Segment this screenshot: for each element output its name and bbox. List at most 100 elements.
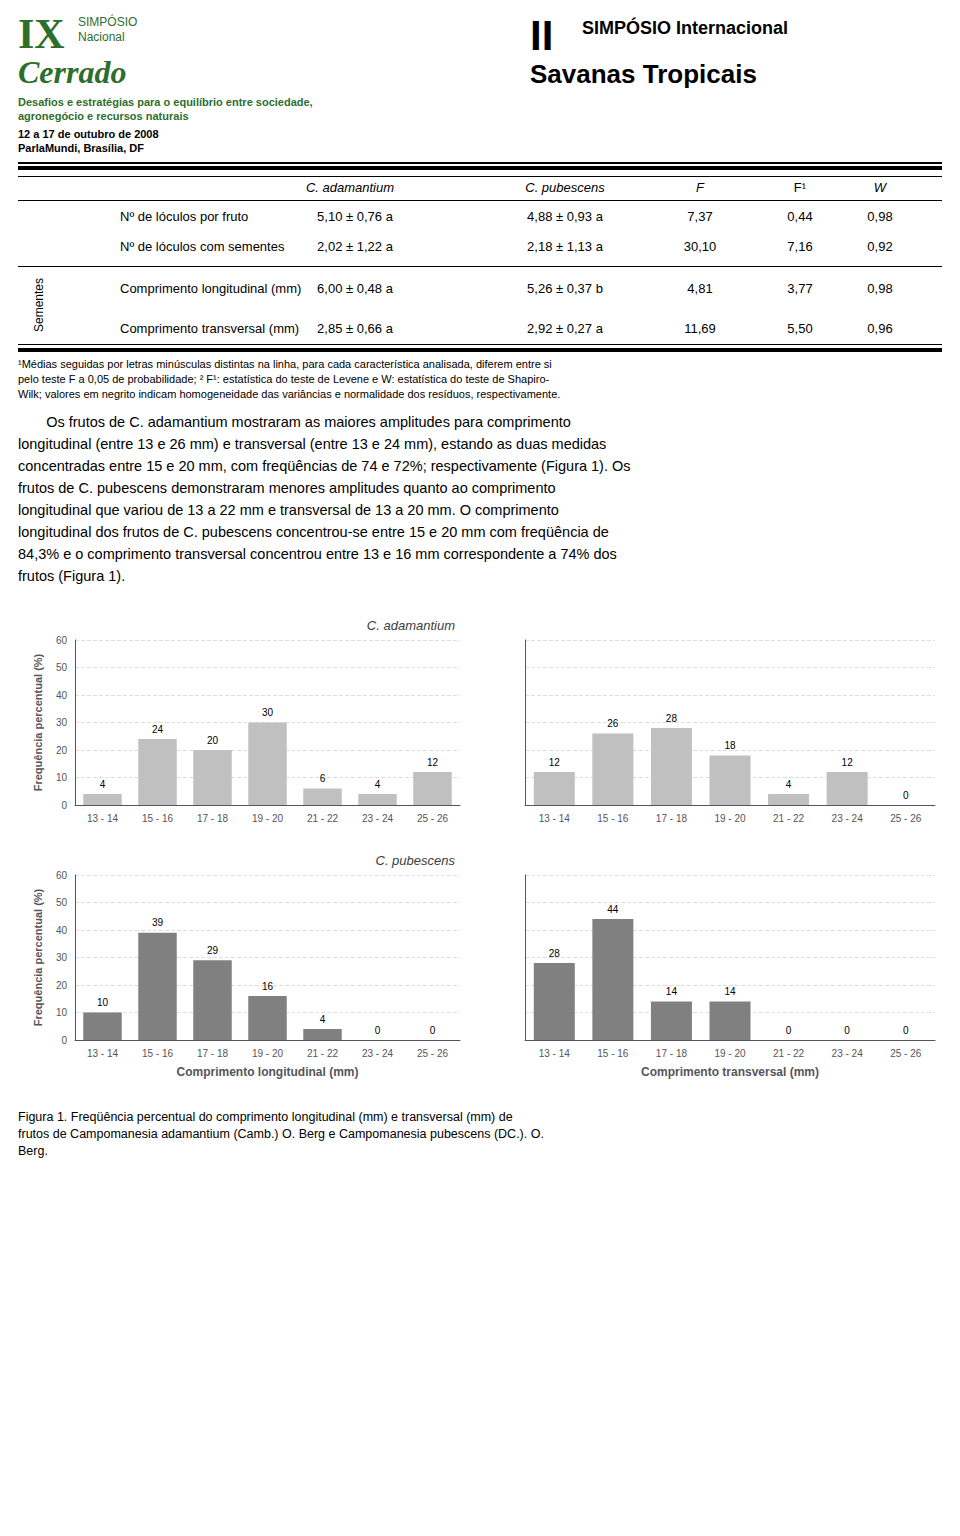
svg-text:10: 10 — [56, 1007, 68, 1018]
svg-text:21 - 22: 21 - 22 — [307, 1048, 339, 1059]
html-text:Savanas Tropicais: Savanas Tropicais — [530, 59, 757, 89]
svg-text:26: 26 — [607, 718, 619, 729]
svg-text:23 - 24: 23 - 24 — [832, 1048, 864, 1059]
html-text:2,02 ± 1,22 a: 2,02 ± 1,22 a — [317, 239, 393, 254]
svg-text:Comprimento longitudinal (mm): Comprimento longitudinal (mm) — [177, 1065, 359, 1079]
svg-text:0: 0 — [375, 1025, 381, 1036]
svg-text:17 - 18: 17 - 18 — [656, 813, 688, 824]
svg-text:0: 0 — [786, 1025, 792, 1036]
svg-text:23 - 24: 23 - 24 — [362, 813, 394, 824]
svg-text:0: 0 — [61, 800, 67, 811]
html-text:7,37: 7,37 — [687, 209, 713, 224]
svg-text:28: 28 — [549, 948, 561, 959]
svg-text:23 - 24: 23 - 24 — [362, 1048, 394, 1059]
svg-text:15 - 16: 15 - 16 — [597, 813, 629, 824]
svg-text:60: 60 — [56, 870, 68, 881]
html-text:Os frutos de C. adamantium mos: Os frutos de C. adamantium mostraram as … — [18, 414, 571, 430]
svg-text:24: 24 — [152, 724, 164, 735]
svg-text:12: 12 — [549, 757, 561, 768]
svg-text:50: 50 — [56, 662, 68, 673]
svg-text:28: 28 — [666, 713, 678, 724]
svg-text:13 - 14: 13 - 14 — [539, 813, 571, 824]
html-text:longitudinal que variou de 13: longitudinal que variou de 13 a 22 mm e … — [18, 502, 559, 518]
svg-text:4: 4 — [320, 1014, 326, 1025]
svg-text:15 - 16: 15 - 16 — [597, 1048, 629, 1059]
svg-text:12: 12 — [427, 757, 439, 768]
svg-text:21 - 22: 21 - 22 — [773, 1048, 805, 1059]
svg-text:21 - 22: 21 - 22 — [773, 813, 805, 824]
html-text:5,10 ± 0,76 a: 5,10 ± 0,76 a — [317, 209, 393, 224]
svg-text:Comprimento transversal (mm): Comprimento transversal (mm) — [641, 1065, 819, 1079]
html-text:concentradas entre 15 e 20 mm,: concentradas entre 15 e 20 mm, com freqü… — [18, 458, 631, 474]
svg-text:13 - 14: 13 - 14 — [539, 1048, 571, 1059]
svg-text:17 - 18: 17 - 18 — [197, 1048, 229, 1059]
svg-text:29: 29 — [207, 945, 219, 956]
html-text:0,98: 0,98 — [867, 209, 893, 224]
svg-text:18: 18 — [724, 740, 736, 751]
svg-text:25 - 26: 25 - 26 — [890, 813, 922, 824]
svg-text:4: 4 — [375, 779, 381, 790]
svg-text:0: 0 — [844, 1025, 850, 1036]
html-text:C. pubescens: C. pubescens — [525, 180, 605, 195]
html-text:2,18 ± 1,13 a: 2,18 ± 1,13 a — [527, 239, 603, 254]
html-text:II: II — [530, 12, 554, 59]
html-text:4,88 ± 0,93 a: 4,88 ± 0,93 a — [527, 209, 603, 224]
svg-text:25 - 26: 25 - 26 — [417, 1048, 449, 1059]
svg-text:17 - 18: 17 - 18 — [656, 1048, 688, 1059]
html-text:Cerrado: Cerrado — [18, 54, 127, 90]
svg-text:23 - 24: 23 - 24 — [832, 813, 864, 824]
svg-text:4: 4 — [100, 779, 106, 790]
html-text:C. adamantium: C. adamantium — [305, 180, 395, 195]
svg-text:12: 12 — [842, 757, 854, 768]
html-text:frutos (Figura 1).: frutos (Figura 1). — [18, 568, 126, 584]
svg-text:19 - 20: 19 - 20 — [714, 1048, 746, 1059]
html-text:84,3% e o comprimento transver: 84,3% e o comprimento transversal concen… — [18, 546, 617, 562]
svg-text:14: 14 — [724, 986, 736, 997]
svg-text:20: 20 — [56, 980, 68, 991]
svg-text:30: 30 — [262, 707, 274, 718]
svg-text:4: 4 — [786, 779, 792, 790]
html-text:longitudinal dos frutos de C.: longitudinal dos frutos de C. pubescens … — [18, 524, 609, 540]
svg-text:10: 10 — [97, 997, 109, 1008]
svg-text:0: 0 — [903, 790, 909, 801]
svg-text:14: 14 — [666, 986, 678, 997]
svg-text:C. adamantium: C. adamantium — [367, 618, 455, 633]
svg-text:60: 60 — [56, 635, 68, 646]
svg-text:15 - 16: 15 - 16 — [142, 1048, 174, 1059]
html-text:Nº de lóculos por fruto: Nº de lóculos por fruto — [120, 209, 249, 224]
svg-text:19 - 20: 19 - 20 — [714, 813, 746, 824]
svg-text:17 - 18: 17 - 18 — [197, 813, 229, 824]
svg-text:Frequência percentual (%): Frequência percentual (%) — [32, 888, 44, 1026]
svg-text:20: 20 — [207, 735, 219, 746]
svg-text:25 - 26: 25 - 26 — [417, 813, 449, 824]
svg-text:44: 44 — [607, 904, 619, 915]
svg-text:21 - 22: 21 - 22 — [307, 813, 339, 824]
html-text:longitudinal (entre 13 e 26 mm: longitudinal (entre 13 e 26 mm) e transv… — [18, 436, 607, 452]
svg-text:0: 0 — [430, 1025, 436, 1036]
svg-text:6: 6 — [320, 773, 326, 784]
svg-text:20: 20 — [56, 745, 68, 756]
svg-text:0: 0 — [903, 1025, 909, 1036]
svg-text:10: 10 — [56, 772, 68, 783]
svg-text:30: 30 — [56, 952, 68, 963]
html-text:0,44: 0,44 — [787, 209, 813, 224]
svg-text:39: 39 — [152, 917, 164, 928]
html-text:frutos de C. pubescens demonst: frutos de C. pubescens demonstraram meno… — [18, 480, 556, 496]
svg-text:16: 16 — [262, 981, 274, 992]
svg-text:19 - 20: 19 - 20 — [252, 813, 284, 824]
svg-text:19 - 20: 19 - 20 — [252, 1048, 284, 1059]
svg-text:0: 0 — [61, 1035, 67, 1046]
svg-text:Frequência percentual (%): Frequência percentual (%) — [32, 653, 44, 791]
svg-text:30: 30 — [56, 717, 68, 728]
svg-text:C. pubescens: C. pubescens — [376, 853, 456, 868]
svg-text:13 - 14: 13 - 14 — [87, 1048, 119, 1059]
svg-text:25 - 26: 25 - 26 — [890, 1048, 922, 1059]
html-text:SIMPÓSIO Internacional: SIMPÓSIO Internacional — [582, 18, 788, 38]
svg-text:13 - 14: 13 - 14 — [87, 813, 119, 824]
svg-text:50: 50 — [56, 897, 68, 908]
svg-text:40: 40 — [56, 690, 68, 701]
svg-text:15 - 16: 15 - 16 — [142, 813, 174, 824]
svg-text:40: 40 — [56, 925, 68, 936]
html-text:Nº de lóculos com sementes: Nº de lóculos com sementes — [120, 239, 285, 254]
html-text:IX: IX — [18, 11, 65, 57]
